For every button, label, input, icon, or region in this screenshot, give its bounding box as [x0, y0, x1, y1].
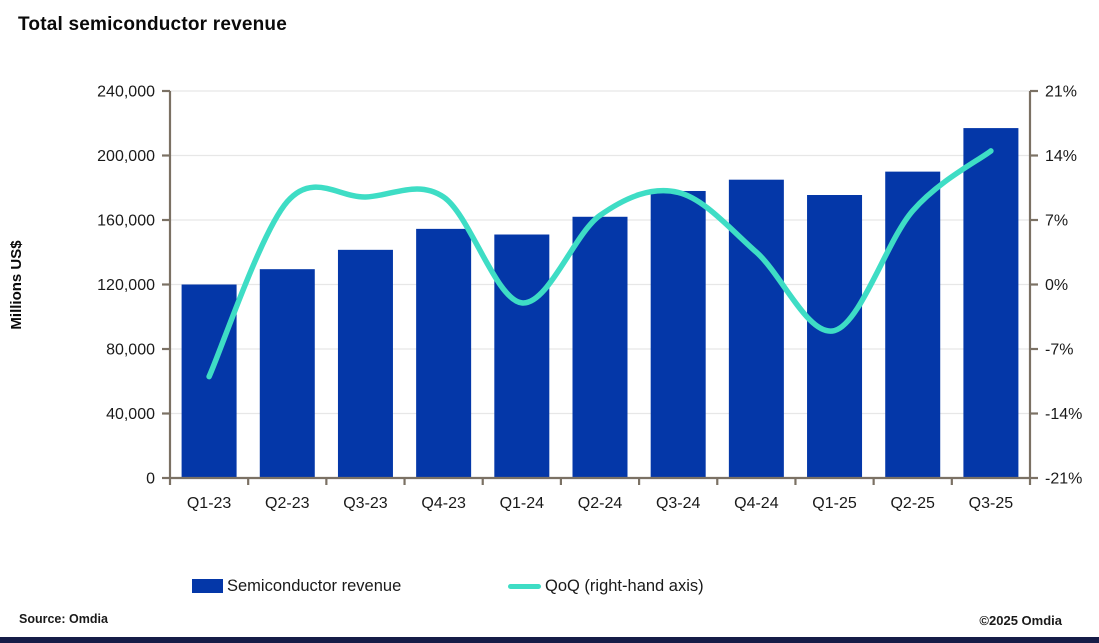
svg-text:Q4-23: Q4-23: [421, 495, 466, 512]
chart-legend: Semiconductor revenue QoQ (right-hand ax…: [0, 574, 1099, 598]
bar-Q1-24: [494, 234, 550, 478]
bar-Q3-24: [650, 190, 706, 478]
svg-text:-21%: -21%: [1045, 471, 1082, 488]
svg-text:0: 0: [146, 471, 155, 488]
svg-text:0%: 0%: [1045, 277, 1068, 294]
svg-text:80,000: 80,000: [106, 342, 155, 359]
revenue-swatch-icon: [192, 579, 223, 593]
svg-text:Q1-23: Q1-23: [187, 495, 232, 512]
svg-text:Q2-25: Q2-25: [890, 495, 935, 512]
qoq-line: [206, 148, 994, 380]
bar-Q3-25: [963, 128, 1019, 478]
svg-text:-14%: -14%: [1045, 406, 1082, 423]
axis-tick-labels: 0 40,000 80,000 120,000 160,000 200,000 240,00…: [97, 84, 1082, 513]
svg-text:240,000: 240,000: [97, 84, 155, 101]
svg-text:Q1-25: Q1-25: [812, 495, 857, 512]
bar-Q3-23: [337, 249, 393, 478]
bar-Q2-24: [572, 216, 628, 478]
svg-text:200,000: 200,000: [97, 148, 155, 165]
copyright-note: ©2025 Omdia: [979, 613, 1062, 628]
svg-text:-7%: -7%: [1045, 342, 1073, 359]
legend-label-revenue: Semiconductor revenue: [227, 576, 402, 595]
bar-Q2-23: [259, 269, 315, 478]
svg-text:21%: 21%: [1045, 84, 1077, 101]
svg-text:Q3-23: Q3-23: [343, 495, 388, 512]
svg-text:Q2-24: Q2-24: [578, 495, 623, 512]
revenue-bars: [181, 128, 1019, 478]
legend-item-qoq: QoQ (right-hand axis): [508, 574, 704, 598]
svg-text:Q3-25: Q3-25: [969, 495, 1014, 512]
svg-text:160,000: 160,000: [97, 213, 155, 230]
legend-label-qoq: QoQ (right-hand axis): [545, 576, 704, 595]
bottom-brand-bar: [0, 637, 1099, 643]
svg-text:Q2-23: Q2-23: [265, 495, 310, 512]
page-title: Total semiconductor revenue: [18, 14, 287, 35]
bar-Q2-25: [885, 171, 941, 478]
svg-text:40,000: 40,000: [106, 406, 155, 423]
svg-text:14%: 14%: [1045, 148, 1077, 165]
qoq-swatch-icon: [508, 583, 541, 589]
axes: [162, 89, 1038, 485]
bar-Q1-23: [181, 284, 237, 478]
legend-item-revenue: Semiconductor revenue: [192, 574, 401, 598]
svg-text:Q3-24: Q3-24: [656, 495, 701, 512]
svg-text:Q4-24: Q4-24: [734, 495, 779, 512]
source-note: Source: Omdia: [19, 612, 108, 626]
svg-text:Q1-24: Q1-24: [500, 495, 545, 512]
bar-Q4-23: [416, 228, 472, 478]
svg-text:120,000: 120,000: [97, 277, 155, 294]
bar-Q4-24: [728, 179, 784, 478]
svg-text:7%: 7%: [1045, 213, 1068, 230]
bar-Q1-25: [807, 195, 863, 478]
